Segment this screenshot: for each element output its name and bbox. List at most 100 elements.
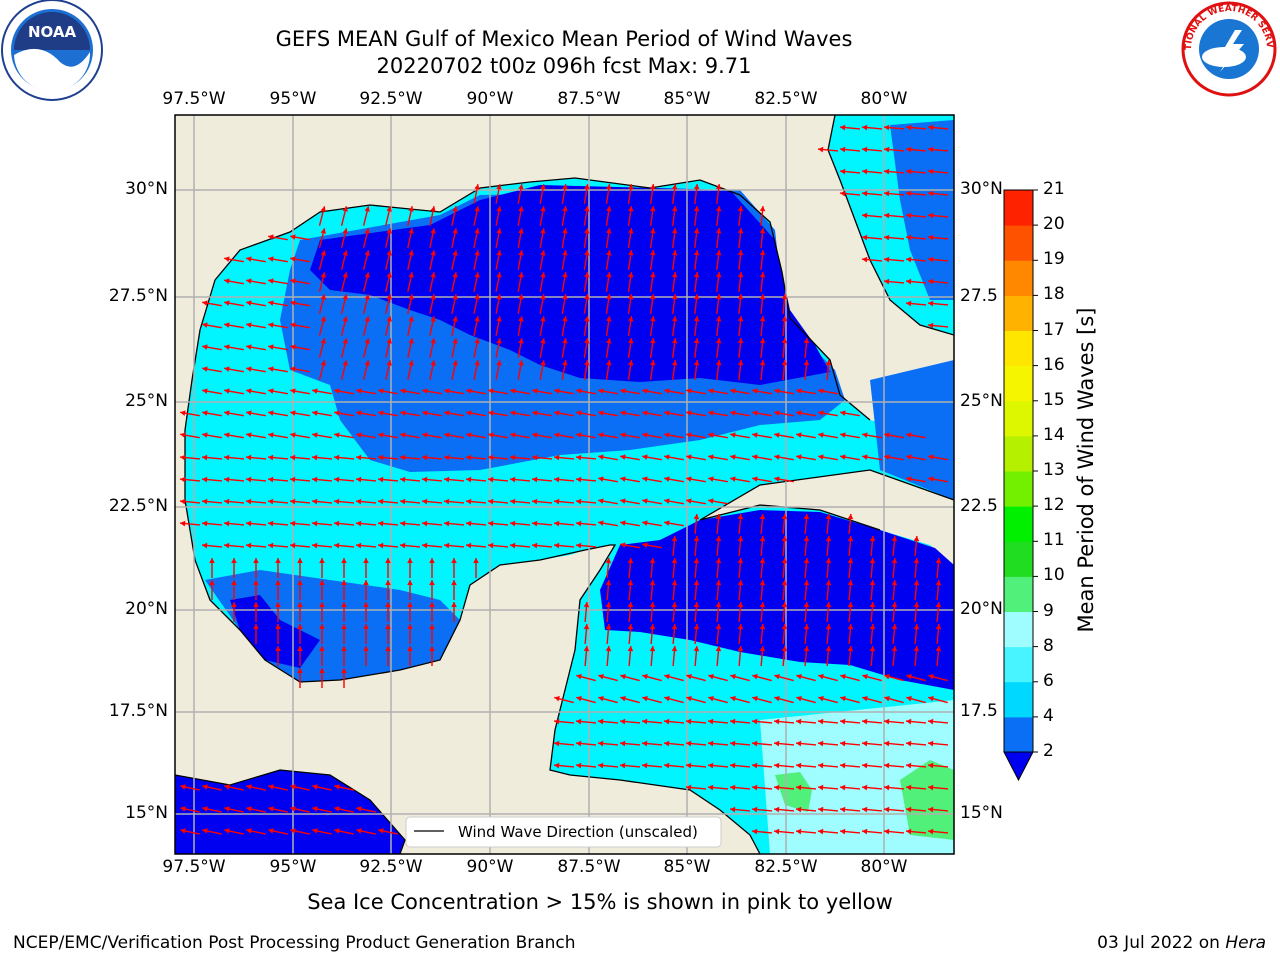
- wind-wave-arrowhead: [576, 696, 582, 702]
- wind-wave-arrowhead: [422, 520, 428, 527]
- wind-wave-arrowhead: [224, 476, 230, 483]
- wind-wave-arrowhead: [246, 278, 252, 284]
- colorbar-tick-label: 19: [1043, 249, 1065, 270]
- wind-wave-arrowhead: [759, 580, 766, 586]
- colorbar-tick-label: 8: [1043, 635, 1054, 656]
- wind-wave-arrowhead: [356, 542, 362, 549]
- wind-wave-arrowhead: [913, 624, 920, 630]
- wind-wave-arrowhead: [671, 316, 678, 322]
- wind-wave-arrowhead: [796, 388, 802, 394]
- wind-wave-arrowhead: [693, 184, 700, 190]
- wind-wave-arrowhead: [686, 498, 692, 504]
- wind-wave-arrowhead: [671, 272, 678, 278]
- wind-wave-arrowhead: [474, 360, 480, 366]
- wind-wave-arrowhead: [408, 206, 414, 212]
- wind-wave-arrowhead: [341, 580, 347, 585]
- wind-wave-arrowhead: [386, 206, 392, 212]
- wind-wave-arrowhead: [737, 580, 744, 586]
- wind-wave-arrowhead: [290, 322, 296, 328]
- wind-wave-arrowhead: [518, 206, 524, 212]
- wind-wave-arrowhead: [715, 360, 722, 366]
- wind-wave-arrowhead: [862, 432, 868, 438]
- wind-wave-arrowhead: [400, 476, 406, 483]
- wind-wave-arrowhead: [803, 624, 810, 630]
- wind-wave-arrowhead: [510, 454, 516, 461]
- wind-wave-arrowhead: [584, 360, 590, 366]
- wind-wave-direction-arrows: [179, 124, 949, 835]
- pacific-coastline: [175, 769, 406, 854]
- wind-wave-arrowhead: [386, 294, 392, 300]
- wind-wave-arrowhead: [730, 784, 736, 791]
- wind-wave-arrowhead: [422, 542, 428, 549]
- gulf-coastline: [184, 177, 871, 683]
- wind-wave-arrowhead: [385, 558, 391, 563]
- wind-wave-arrowhead: [598, 498, 604, 504]
- wind-wave-arrowhead: [862, 674, 868, 680]
- wind-wave-arrowhead: [532, 432, 538, 438]
- wind-wave-arrowhead: [290, 828, 296, 834]
- wind-wave-arrowhead: [737, 294, 744, 300]
- wind-wave-arrowhead: [708, 740, 714, 747]
- wind-wave-arrowhead: [231, 558, 237, 563]
- wind-wave-arrowhead: [576, 542, 582, 549]
- wind-wave-arrowhead: [891, 580, 898, 586]
- wind-wave-arrowhead: [452, 250, 458, 256]
- wind-wave-arrowhead: [928, 300, 934, 307]
- wind-wave-arrowhead: [840, 806, 846, 813]
- wind-wave-arrowhead: [488, 476, 494, 483]
- wind-wave-arrowhead: [224, 498, 230, 505]
- wind-wave-arrowhead: [862, 146, 868, 153]
- wind-wave-arrowhead: [642, 542, 648, 548]
- wind-wave-arrowhead: [246, 388, 252, 394]
- legend-box: Wind Wave Direction (unscaled): [405, 816, 722, 848]
- wind-wave-arrowhead: [518, 272, 524, 278]
- wind-wave-arrowhead: [884, 146, 890, 153]
- wind-wave-arrowhead: [180, 828, 186, 834]
- wind-wave-arrowhead: [891, 558, 898, 564]
- wind-wave-arrowhead: [407, 602, 413, 607]
- wind-wave-arrowhead: [759, 338, 766, 344]
- wind-wave-arrowhead: [400, 542, 406, 549]
- wind-wave-arrowhead: [342, 360, 348, 366]
- wind-wave-arrowhead: [906, 300, 912, 307]
- wind-wave-arrowhead: [693, 536, 700, 542]
- wind-wave-arrowhead: [474, 206, 480, 212]
- wind-wave-arrowhead: [664, 476, 670, 482]
- wind-wave-arrowhead: [496, 360, 502, 366]
- wind-wave-arrowhead: [209, 558, 215, 563]
- wind-wave-arrowhead: [334, 806, 340, 812]
- wind-wave-arrowhead: [715, 646, 722, 652]
- wind-wave-arrowhead: [715, 294, 722, 300]
- colorbar-segment: [1004, 541, 1033, 577]
- lon-tick-label: 85°W: [663, 857, 711, 877]
- wind-wave-arrowhead: [642, 520, 648, 526]
- wind-wave-arrowhead: [671, 338, 678, 344]
- wind-wave-arrowhead: [627, 558, 634, 564]
- wind-wave-arrowhead: [429, 558, 435, 563]
- wind-wave-arrowhead: [715, 558, 722, 564]
- wind-wave-arrowhead: [312, 806, 318, 812]
- wind-wave-arrowhead: [928, 212, 934, 219]
- wind-wave-arrowhead: [356, 454, 362, 461]
- wind-wave-arrowhead: [334, 410, 340, 416]
- wind-wave-arrowhead: [224, 432, 230, 438]
- wind-wave-arrowhead: [628, 316, 634, 322]
- wind-wave-arrowhead: [297, 668, 303, 673]
- wind-wave-arrowhead: [693, 294, 700, 300]
- wind-wave-arrowhead: [649, 602, 656, 608]
- colorbar-tick-label: 9: [1043, 600, 1054, 621]
- wind-wave-arrowhead: [884, 432, 890, 438]
- wind-wave-arrowhead: [605, 602, 612, 608]
- wind-wave-arrowhead: [796, 432, 802, 438]
- wind-wave-arrowhead: [620, 520, 626, 526]
- lat-tick-label: 30°N: [125, 179, 168, 199]
- wind-wave-arrowhead: [202, 344, 208, 350]
- wind-wave-arrowhead: [488, 542, 494, 549]
- wind-wave-arrowhead: [884, 762, 890, 769]
- wind-wave-arrowhead: [202, 476, 208, 483]
- wind-wave-arrowhead: [671, 624, 678, 630]
- wind-wave-arrowhead: [576, 740, 582, 747]
- colorbar-segment: [1004, 471, 1033, 507]
- wind-wave-arrowhead: [444, 476, 450, 483]
- wind-wave-arrowhead: [605, 646, 612, 652]
